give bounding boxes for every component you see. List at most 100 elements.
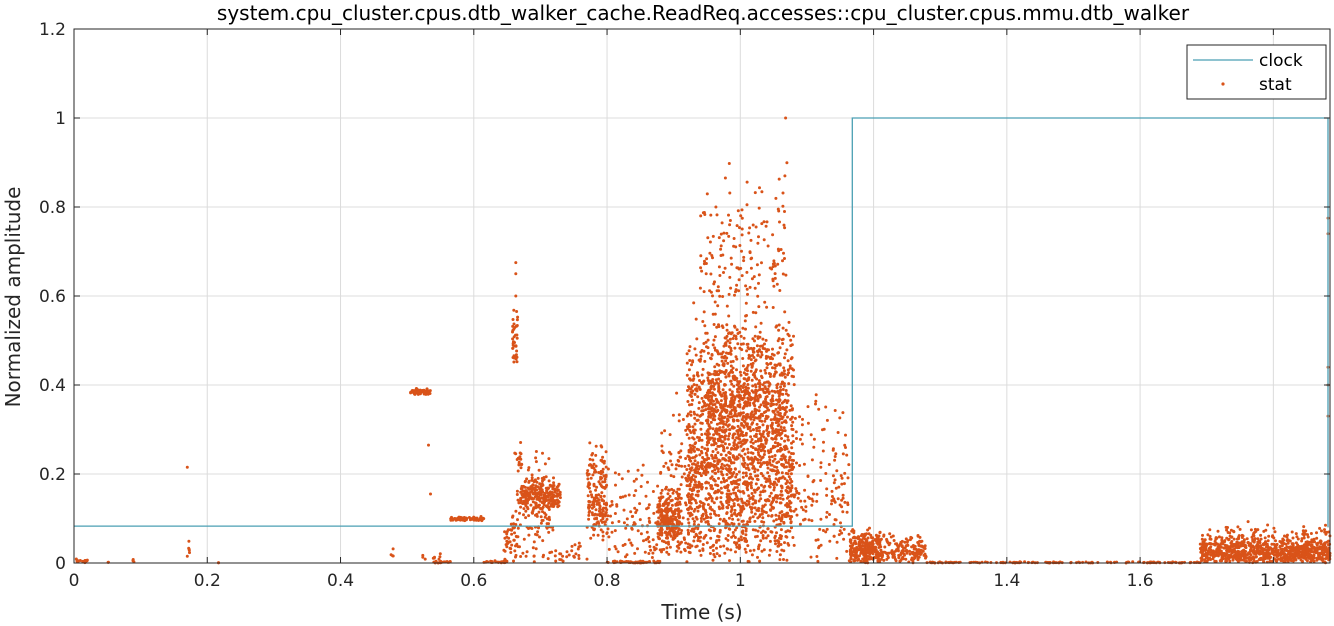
stat-point-2049 bbox=[782, 366, 786, 370]
stat-point-1049 bbox=[653, 548, 657, 552]
stat-point-2954 bbox=[703, 535, 707, 539]
stat-point-3885 bbox=[794, 487, 798, 491]
stat-point-1436 bbox=[685, 433, 689, 437]
stat-point-3514 bbox=[770, 423, 774, 427]
stat-point-717 bbox=[589, 536, 593, 540]
stat-point-1021 bbox=[608, 504, 612, 508]
stat-point-883 bbox=[592, 482, 596, 486]
stat-point-4236 bbox=[924, 556, 927, 560]
stat-point-2913 bbox=[771, 459, 775, 463]
stat-point-588 bbox=[523, 480, 527, 484]
stat-point-1357 bbox=[683, 549, 687, 553]
stat-point-3672 bbox=[783, 210, 786, 213]
stat-point-2709 bbox=[744, 502, 748, 506]
stat-point-3458 bbox=[745, 422, 749, 426]
stat-point-979 bbox=[613, 529, 617, 533]
stat-point-1347 bbox=[671, 491, 675, 495]
stat-point-617 bbox=[516, 535, 520, 539]
stat-point-633 bbox=[538, 535, 541, 539]
stat-point-4108 bbox=[876, 540, 880, 543]
stat-point-2409 bbox=[772, 483, 776, 487]
stat-point-3536 bbox=[731, 436, 735, 440]
stat-point-3467 bbox=[709, 420, 713, 424]
stat-point-4142 bbox=[862, 553, 866, 557]
stat-point-2426 bbox=[695, 383, 699, 387]
stat-point-3469 bbox=[713, 348, 717, 352]
stat-point-2343 bbox=[732, 432, 736, 436]
stat-point-3341 bbox=[765, 428, 769, 432]
stat-point-1349 bbox=[682, 472, 686, 476]
stat-point-1312 bbox=[670, 463, 674, 467]
stat-point-2488 bbox=[772, 417, 776, 421]
stat-point-4887 bbox=[1204, 551, 1208, 555]
stat-point-502 bbox=[557, 499, 560, 503]
stat-point-2679 bbox=[753, 501, 757, 505]
stat-point-3444 bbox=[782, 420, 786, 424]
stat-point-4814 bbox=[1263, 551, 1267, 555]
stat-point-2438 bbox=[730, 382, 734, 386]
stat-point-583 bbox=[513, 549, 517, 553]
stat-point-3765 bbox=[845, 453, 849, 457]
stat-point-2433 bbox=[707, 496, 711, 500]
stat-point-3509 bbox=[717, 384, 721, 388]
stat-point-3791 bbox=[808, 497, 812, 500]
stat-point-2749 bbox=[784, 328, 788, 332]
stat-point-1360 bbox=[680, 540, 683, 544]
stat-point-2848 bbox=[712, 465, 716, 469]
stat-point-3585 bbox=[744, 301, 748, 305]
stat-point-4145 bbox=[866, 554, 870, 558]
stat-point-3719 bbox=[753, 286, 757, 290]
stat-point-2440 bbox=[722, 480, 726, 484]
stat-point-2237 bbox=[783, 456, 787, 460]
stat-point-219 bbox=[485, 560, 488, 564]
stat-point-1678 bbox=[781, 453, 785, 457]
stat-point-1018 bbox=[607, 547, 611, 551]
stat-point-1978 bbox=[688, 487, 692, 491]
stat-point-190 bbox=[463, 518, 467, 522]
stat-point-1261 bbox=[674, 502, 678, 506]
stat-point-4110 bbox=[873, 550, 877, 554]
stat-point-4251 bbox=[922, 546, 926, 549]
stat-point-3524 bbox=[724, 428, 728, 432]
stat-point-4254 bbox=[888, 541, 892, 545]
stat-point-189 bbox=[469, 517, 473, 521]
stat-point-2953 bbox=[687, 349, 691, 353]
stat-point-1790 bbox=[784, 460, 788, 464]
stat-point-864 bbox=[588, 505, 592, 509]
stat-point-2733 bbox=[768, 479, 772, 483]
stat-point-4297 bbox=[885, 539, 889, 542]
stat-point-2327 bbox=[730, 508, 734, 511]
stat-point-3427 bbox=[754, 392, 758, 396]
stat-point-2888 bbox=[697, 448, 701, 452]
stat-point-1028 bbox=[648, 545, 652, 548]
stat-point-1171 bbox=[670, 510, 674, 514]
stat-point-3042 bbox=[773, 454, 777, 457]
stat-point-3685 bbox=[713, 280, 716, 284]
stat-point-2774 bbox=[694, 545, 698, 549]
stat-point-92 bbox=[419, 389, 422, 393]
stat-point-2184 bbox=[750, 553, 754, 557]
stat-point-2472 bbox=[710, 353, 714, 357]
stat-point-3451 bbox=[705, 391, 709, 395]
stat-point-32 bbox=[389, 553, 393, 557]
stat-point-2829 bbox=[750, 457, 754, 461]
stat-point-554 bbox=[523, 495, 527, 499]
stat-point-2250 bbox=[775, 531, 778, 535]
stat-point-2725 bbox=[733, 346, 737, 350]
stat-point-3786 bbox=[840, 482, 844, 486]
stat-point-1370 bbox=[660, 548, 664, 552]
stat-point-800 bbox=[602, 506, 605, 510]
stat-point-2851 bbox=[754, 368, 758, 372]
stat-point-1666 bbox=[689, 413, 693, 417]
stat-point-2518 bbox=[685, 373, 689, 377]
stat-point-3868 bbox=[819, 461, 823, 465]
stat-point-3577 bbox=[740, 216, 744, 220]
stat-point-3752 bbox=[841, 493, 845, 497]
stat-point-892 bbox=[595, 517, 599, 521]
stat-point-3780 bbox=[806, 405, 810, 409]
stat-point-3562 bbox=[713, 393, 717, 397]
stat-point-3195 bbox=[753, 434, 757, 438]
stat-point-804 bbox=[590, 503, 594, 507]
stat-point-649 bbox=[539, 507, 543, 511]
stat-point-2926 bbox=[710, 475, 714, 479]
